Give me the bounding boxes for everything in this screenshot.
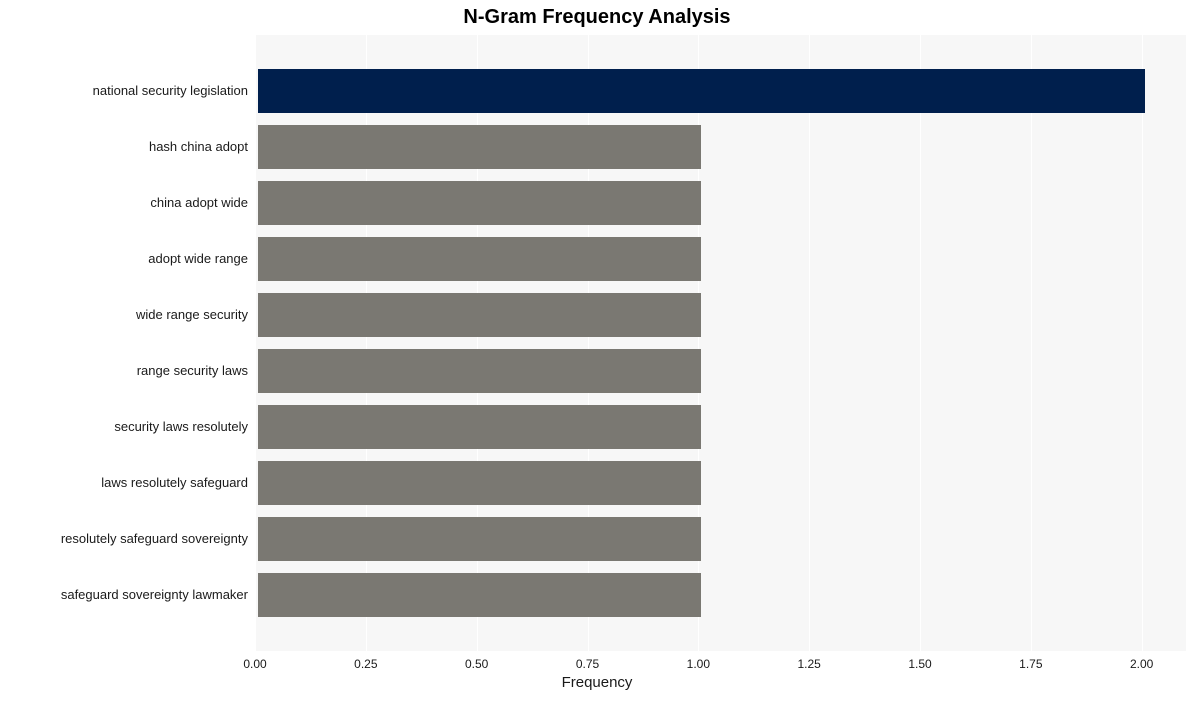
bar	[258, 69, 1145, 113]
y-tick-label: hash china adopt	[149, 139, 248, 154]
bar	[258, 573, 701, 617]
bar	[258, 461, 701, 505]
x-tick-label: 1.25	[797, 657, 820, 671]
bar	[258, 181, 701, 225]
y-tick-label: resolutely safeguard sovereignty	[61, 531, 248, 546]
y-tick-label: national security legislation	[93, 83, 248, 98]
x-tick-label: 1.75	[1019, 657, 1042, 671]
bar	[258, 293, 701, 337]
x-tick-label: 0.00	[243, 657, 266, 671]
bar-row	[255, 461, 1186, 505]
y-tick-label: laws resolutely safeguard	[101, 475, 248, 490]
bar-row	[255, 517, 1186, 561]
bar	[258, 349, 701, 393]
bar-row	[255, 573, 1186, 617]
x-tick-label: 0.25	[354, 657, 377, 671]
bar-row	[255, 125, 1186, 169]
y-tick-label: adopt wide range	[148, 251, 248, 266]
bar-row	[255, 69, 1186, 113]
bar-row	[255, 237, 1186, 281]
y-tick-label: safeguard sovereignty lawmaker	[61, 587, 248, 602]
chart-title: N-Gram Frequency Analysis	[0, 6, 1194, 29]
y-tick-label: wide range security	[136, 307, 248, 322]
bar-row	[255, 293, 1186, 337]
bar-row	[255, 181, 1186, 225]
x-tick-label: 1.00	[687, 657, 710, 671]
bar	[258, 517, 701, 561]
bar	[258, 237, 701, 281]
x-tick-label: 1.50	[908, 657, 931, 671]
x-tick-label: 2.00	[1130, 657, 1153, 671]
x-tick-label: 0.75	[576, 657, 599, 671]
y-tick-label: china adopt wide	[150, 195, 248, 210]
x-tick-label: 0.50	[465, 657, 488, 671]
bar-row	[255, 349, 1186, 393]
y-tick-label: security laws resolutely	[114, 419, 248, 434]
bar-row	[255, 405, 1186, 449]
bar	[258, 125, 701, 169]
y-tick-label: range security laws	[137, 363, 248, 378]
x-axis-title: Frequency	[0, 674, 1194, 691]
plot-area	[255, 35, 1186, 651]
bar	[258, 405, 701, 449]
ngram-chart: N-Gram Frequency Analysis Frequency 0.00…	[0, 0, 1194, 701]
